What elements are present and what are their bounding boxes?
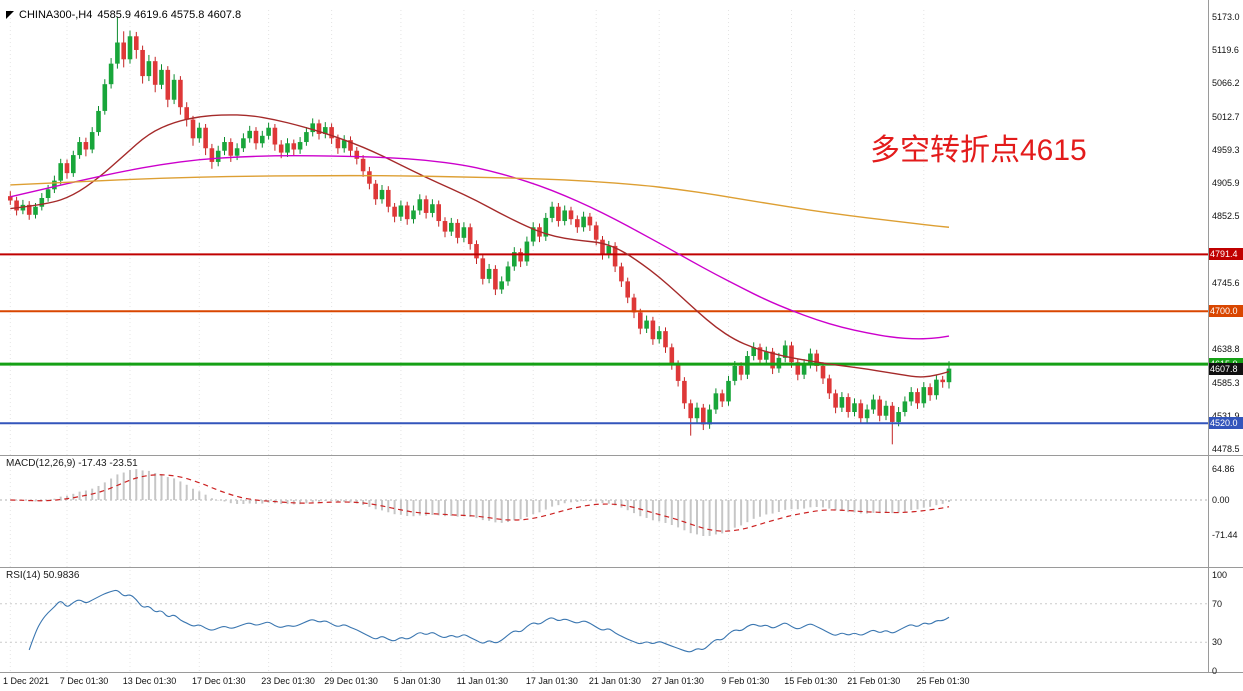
time-axis-label: 11 Jan 01:30: [456, 676, 508, 686]
price-tick: 5066.2: [1212, 78, 1240, 89]
time-axis-label: 17 Jan 01:30: [525, 676, 578, 686]
time-axis-label: 15 Feb 01:30: [784, 676, 838, 686]
rsi-axis-tick: 30: [1212, 637, 1223, 648]
price-tick: 4638.8: [1212, 344, 1240, 355]
chart-header: CHINA300-,H4 4585.9 4619.6 4575.8 4607.8: [6, 9, 241, 21]
candlestick-series: [8, 17, 952, 445]
macd-label: MACD(12,26,9) -17.43 -23.51: [6, 458, 138, 469]
price-tick: 5012.7: [1212, 111, 1240, 122]
moving-average-lines: [10, 114, 950, 378]
ohlc-values: 4585.9 4619.6 4575.8 4607.8: [97, 9, 242, 21]
rsi-label: RSI(14) 50.9836: [6, 570, 80, 581]
price-tick: 4852.5: [1212, 211, 1240, 222]
symbol-timeframe: CHINA300-,H4: [19, 9, 93, 21]
time-axis-label: 1 Dec 2021: [3, 676, 50, 686]
price-badge: 4700.0: [1209, 305, 1243, 318]
ma-slow: [10, 174, 950, 228]
ma-medium: [10, 155, 950, 340]
time-axis-label: 5 Jan 01:30: [393, 676, 441, 686]
rsi-axis-tick: 100: [1212, 570, 1228, 580]
time-axis-label: 21 Jan 01:30: [588, 676, 641, 686]
time-axis-label: 23 Dec 01:30: [261, 676, 315, 686]
time-axis-label: 29 Dec 01:30: [324, 676, 378, 686]
price-tick: 5119.6: [1212, 45, 1239, 56]
time-axis-label: 9 Feb 01:30: [721, 676, 770, 686]
time-axis-label: 7 Dec 01:30: [59, 676, 109, 686]
rsi-axis-tick: 70: [1212, 598, 1223, 609]
price-tick: 4531.9: [1212, 410, 1240, 421]
rsi-indicator: [0, 589, 1208, 653]
price-tick: 4905.9: [1212, 178, 1240, 189]
time-axis-label: 13 Dec 01:30: [122, 676, 177, 686]
macd-indicator: [0, 469, 1208, 536]
rsi-axis-tick: 0: [1212, 666, 1218, 676]
price-tick: 4478.5: [1212, 444, 1240, 454]
price-tick: 4745.6: [1212, 277, 1240, 288]
ma-fast: [10, 114, 950, 378]
grid-layer: [9, 10, 925, 671]
price-tick: 4585.3: [1212, 377, 1240, 388]
time-axis-label: 25 Feb 01:30: [916, 676, 970, 686]
symbol-icon: [6, 11, 14, 19]
panel-separators: [0, 0, 1243, 673]
pivot-annotation: 多空转折点4615: [870, 134, 1087, 167]
macd-axis-tick: 64.86: [1212, 463, 1235, 474]
price-tick: 5173.0: [1212, 12, 1240, 22]
price-axis: 5173.0 5119.6 5066.2 5012.7 4959.3 4905.9 4852…: [1209, 0, 1243, 691]
price-badge: 4791.4: [1209, 248, 1243, 261]
macd-axis-tick: 0.00: [1212, 495, 1230, 505]
price-badge: 4520.0: [1209, 417, 1243, 430]
price-badge: 4607.8: [1209, 362, 1243, 375]
support-resistance-lines[interactable]: [0, 253, 1208, 425]
time-axis: 1 Dec 2021 7 Dec 01:30 13 Dec 01:30 17 Dec …: [0, 674, 1208, 691]
time-axis-label: 27 Jan 01:30: [651, 676, 704, 686]
macd-axis-tick: -71.44: [1212, 529, 1238, 540]
price-tick: 4959.3: [1212, 144, 1240, 155]
time-axis-label: 21 Feb 01:30: [847, 676, 901, 686]
time-axis-label: 17 Dec 01:30: [192, 676, 246, 686]
